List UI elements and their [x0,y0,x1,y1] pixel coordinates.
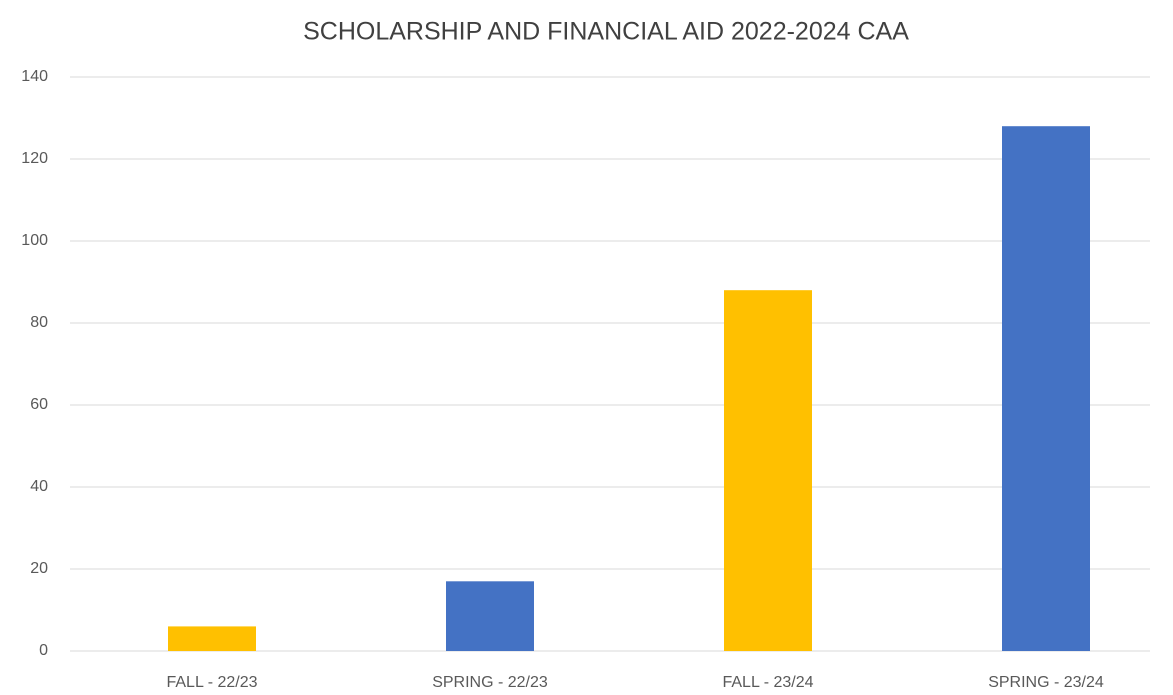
bar [724,290,812,651]
y-tick-label: 80 [30,314,48,331]
y-tick-label: 0 [39,642,48,659]
y-tick-label: 60 [30,396,48,413]
x-tick-label: SPRING - 22/23 [432,674,548,691]
bar [1002,126,1090,651]
y-tick-label: 120 [21,150,48,167]
y-tick-label: 100 [21,232,48,249]
bar [168,626,256,651]
x-tick-label: FALL - 23/24 [722,674,813,691]
chart-title: SCHOLARSHIP AND FINANCIAL AID 2022-2024 … [303,18,909,46]
x-tick-label: SPRING - 23/24 [988,674,1104,691]
y-tick-label: 140 [21,68,48,85]
x-tick-label: FALL - 22/23 [166,674,257,691]
bar [446,581,534,651]
y-tick-label: 20 [30,560,48,577]
y-tick-label: 40 [30,478,48,495]
